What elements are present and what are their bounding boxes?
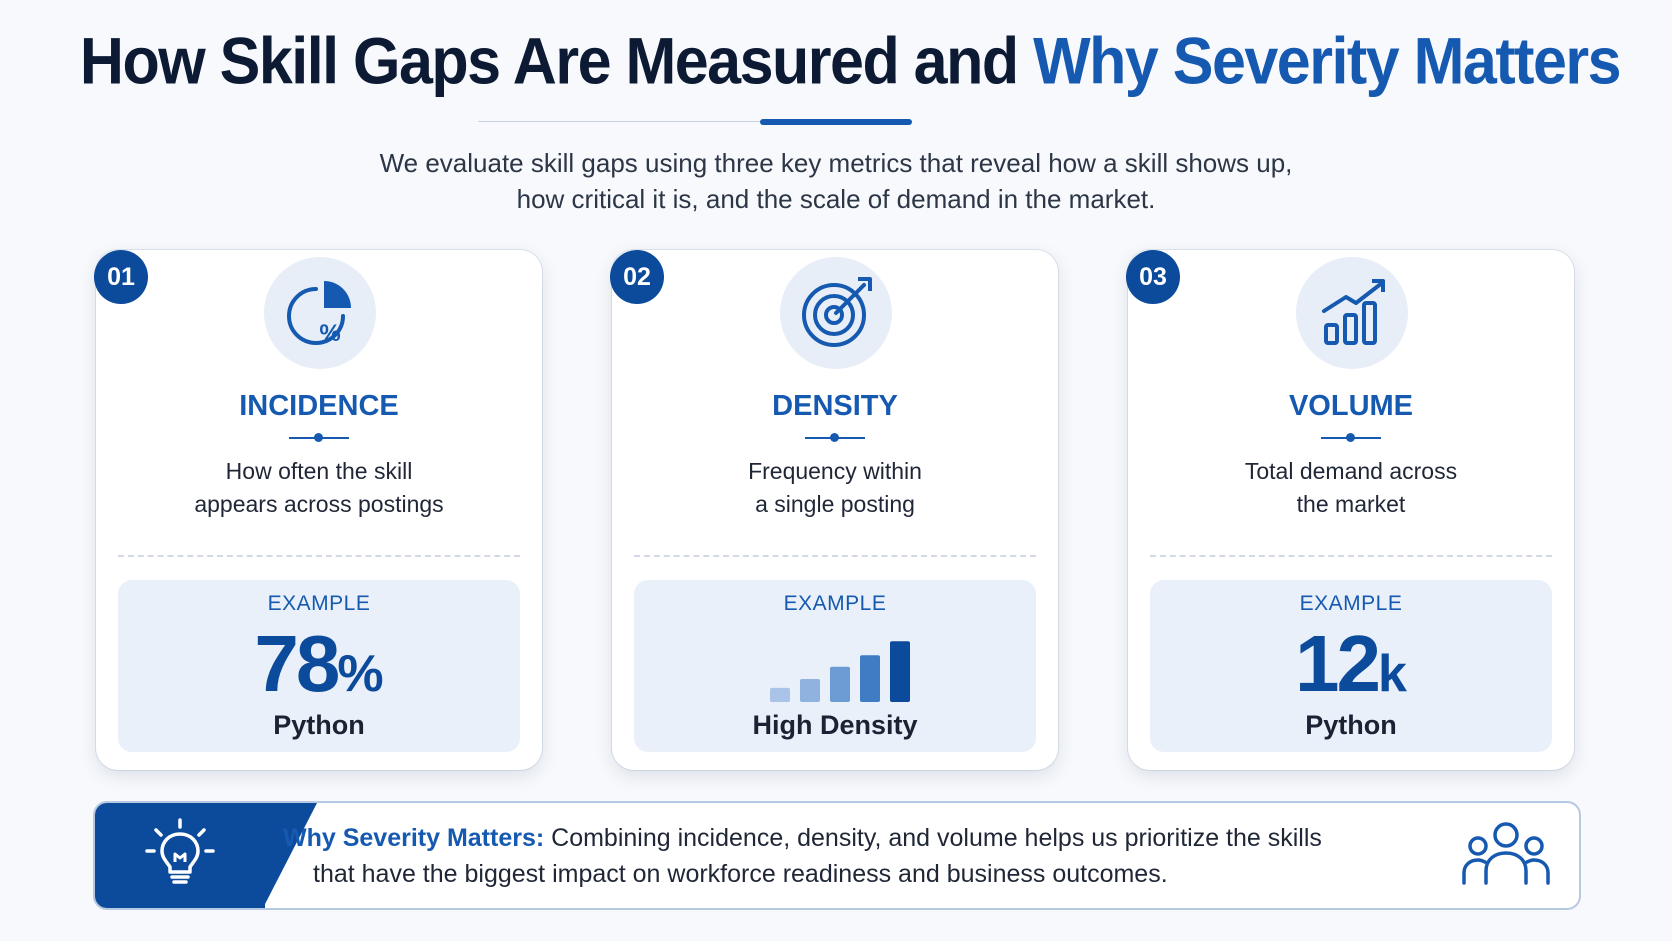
- metric-description: Frequency within a single posting: [632, 455, 1038, 521]
- step-number-badge: 02: [610, 250, 664, 304]
- dashed-separator: [1150, 555, 1552, 557]
- example-number: 78: [254, 619, 340, 708]
- metric-description: Total demand across the market: [1148, 455, 1554, 521]
- title-divider: [478, 121, 894, 122]
- title-underline: [760, 119, 912, 125]
- lightbulb-icon: [145, 818, 215, 893]
- example-value: 78%: [118, 618, 520, 720]
- pie-percent-icon: %: [264, 257, 376, 369]
- banner-lead: Why Severity Matters:: [283, 824, 545, 852]
- example-unit: %: [337, 645, 384, 703]
- desc-line-2: a single posting: [755, 491, 915, 517]
- metric-title: DENSITY: [772, 390, 898, 422]
- target-icon: [780, 257, 892, 369]
- growth-chart-icon: [1296, 257, 1408, 369]
- intro-line-1: We evaluate skill gaps using three key m…: [379, 148, 1293, 178]
- desc-line-1: Total demand across: [1244, 458, 1458, 484]
- density-bar-5: [890, 641, 910, 702]
- title-main: How Skill Gaps Are Measured and: [79, 24, 1034, 98]
- density-bar-1: [770, 687, 790, 702]
- severity-banner: Why Severity Matters: Combining incidenc…: [93, 801, 1581, 910]
- metric-card-incidence: 01 % INCIDENCE How often the skill appea…: [94, 250, 542, 770]
- intro-line-2: how critical it is, and the scale of dem…: [516, 184, 1156, 214]
- title-dot: [830, 433, 839, 442]
- svg-text:%: %: [319, 320, 340, 347]
- metric-card-volume: 03 VOLUME Total demand across the market…: [1126, 250, 1574, 770]
- example-label: EXAMPLE: [783, 592, 887, 615]
- density-bar-4: [860, 655, 880, 702]
- banner-text: Why Severity Matters: Combining incidenc…: [283, 820, 1403, 892]
- intro-text: We evaluate skill gaps using three key m…: [236, 145, 1436, 217]
- title-dot: [314, 433, 323, 442]
- step-number-badge: 01: [94, 250, 148, 304]
- density-bar-2: [800, 678, 820, 702]
- title-dot: [1346, 433, 1355, 442]
- metric-title: VOLUME: [1288, 390, 1414, 422]
- people-group-icon: [1461, 821, 1551, 892]
- banner-accent-block: [95, 803, 265, 908]
- density-bar-3: [830, 666, 850, 702]
- example-panel: EXAMPLE 78% Python: [118, 580, 520, 752]
- desc-line-2: the market: [1296, 491, 1406, 517]
- example-panel: EXAMPLE 12k Python: [1150, 580, 1552, 752]
- dashed-separator: [118, 555, 520, 557]
- desc-line-2: appears across postings: [194, 491, 444, 517]
- example-panel: EXAMPLE High Density: [634, 580, 1036, 752]
- banner-text-line-1: Combining incidence, density, and volume…: [544, 824, 1322, 852]
- step-number-badge: 03: [1126, 250, 1180, 304]
- example-caption: Python: [273, 710, 365, 740]
- page-title: How Skill Gaps Are Measured and Why Seve…: [0, 23, 1672, 99]
- desc-line-1: Frequency within: [748, 458, 922, 484]
- example-value: 12k: [1150, 618, 1552, 720]
- example-number: 12: [1295, 619, 1381, 708]
- example-label: EXAMPLE: [267, 592, 371, 615]
- dashed-separator: [634, 555, 1036, 557]
- metric-title: INCIDENCE: [239, 390, 399, 422]
- metric-description: How often the skill appears across posti…: [116, 455, 522, 521]
- title-accent: Why Severity Matters: [1033, 24, 1622, 98]
- metric-card-density: 02 DENSITY Frequency within a single pos…: [610, 250, 1058, 770]
- example-caption: Python: [1305, 710, 1397, 740]
- desc-line-1: How often the skill: [225, 458, 413, 484]
- example-label: EXAMPLE: [1299, 592, 1403, 615]
- example-unit: k: [1378, 645, 1407, 703]
- density-bar-graphic: [770, 641, 910, 702]
- banner-text-line-2: that have the biggest impact on workforc…: [313, 860, 1168, 888]
- banner-wedge: [263, 803, 317, 908]
- example-caption: High Density: [752, 710, 918, 740]
